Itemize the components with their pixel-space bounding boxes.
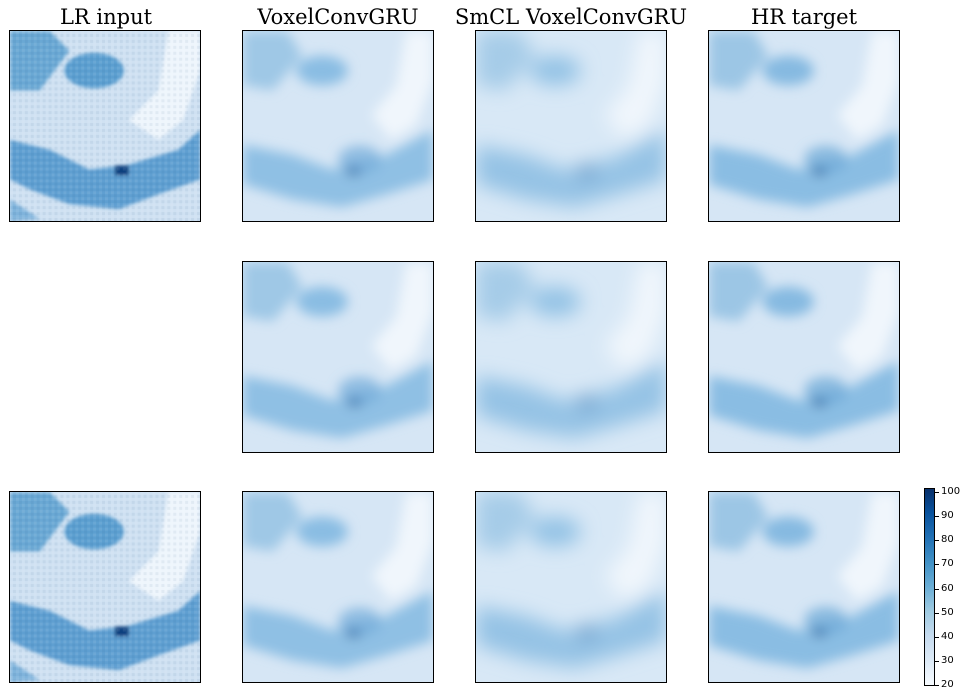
panel-hr-target-row2 — [708, 261, 900, 453]
field-image-sr — [476, 492, 666, 682]
colorbar-tick — [935, 540, 939, 541]
colorbar-tick — [935, 613, 939, 614]
field-image-sr — [243, 262, 433, 452]
colorbar-tick — [935, 637, 939, 638]
field-image-hr — [709, 262, 899, 452]
field-image-sr — [243, 31, 433, 221]
colorbar — [924, 488, 935, 686]
panel-smcl-voxelconvgru-row2 — [475, 261, 667, 453]
field-image-sr — [476, 262, 666, 452]
field-image-hr — [709, 492, 899, 682]
panel-voxelconvgru-row1 — [242, 30, 434, 222]
panel-smcl-voxelconvgru-row3 — [475, 491, 667, 683]
colorbar-tick-label: 50 — [941, 607, 954, 619]
column-title-hr-target: HR target — [684, 2, 924, 32]
panel-lr-input-row3 — [9, 491, 201, 683]
panel-smcl-voxelconvgru-row1 — [475, 30, 667, 222]
colorbar-tick-label: 40 — [941, 631, 954, 643]
colorbar-tick-label: 30 — [941, 655, 954, 667]
column-title-lr-input: LR input — [0, 2, 226, 32]
field-image-sr — [243, 492, 433, 682]
field-image-lr — [10, 31, 200, 221]
colorbar-tick — [935, 516, 939, 517]
panel-lr-input-row1 — [9, 30, 201, 222]
colorbar-tick-label: 20 — [941, 679, 954, 691]
panel-voxelconvgru-row2 — [242, 261, 434, 453]
panel-hr-target-row3 — [708, 491, 900, 683]
column-title-smcl-voxelconvgru: SmCL VoxelConvGRU — [451, 2, 691, 32]
field-image-hr — [709, 31, 899, 221]
colorbar-tick — [935, 564, 939, 565]
colorbar-tick-label: 100 — [941, 486, 960, 498]
colorbar-tick — [935, 492, 939, 493]
column-title-voxelconvgru: VoxelConvGRU — [218, 2, 458, 32]
colorbar-tick-label: 80 — [941, 534, 954, 546]
colorbar-tick-label: 70 — [941, 558, 954, 570]
colorbar-tick-label: 90 — [941, 510, 954, 522]
colorbar-tick — [935, 661, 939, 662]
field-image-lr — [10, 492, 200, 682]
field-image-sr — [476, 31, 666, 221]
colorbar-tick-label: 60 — [941, 583, 954, 595]
colorbar-tick — [935, 589, 939, 590]
panel-voxelconvgru-row3 — [242, 491, 434, 683]
colorbar-tick — [935, 685, 939, 686]
panel-hr-target-row1 — [708, 30, 900, 222]
